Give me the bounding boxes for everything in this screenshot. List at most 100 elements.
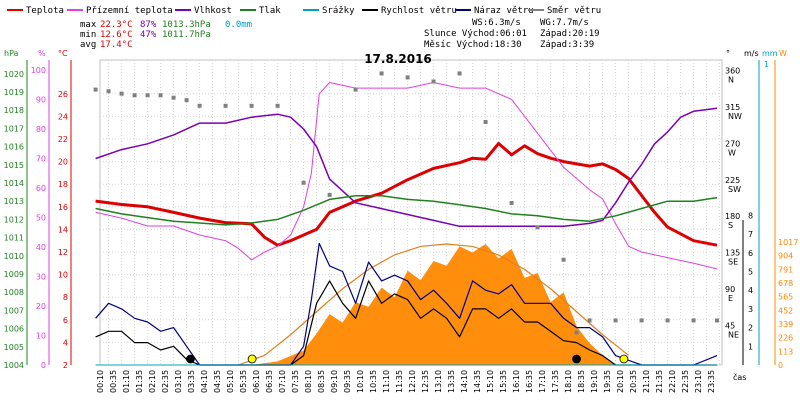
wind-direction-point [574, 330, 579, 335]
x-tick: 22:10 [668, 370, 677, 393]
ms-tick: 3 [748, 305, 753, 314]
temp-tick: 22 [58, 135, 68, 144]
wind-direction-point [639, 318, 644, 323]
x-tick: 21:10 [642, 370, 651, 393]
wind-direction-point [275, 103, 280, 108]
hpa-tick: 1004 [4, 361, 24, 370]
x-tick: 23:10 [694, 370, 703, 393]
wind-direction-point [301, 180, 306, 185]
x-tick: 19:35 [603, 370, 612, 393]
wind-direction-point [93, 87, 98, 92]
wind-direction-point [405, 75, 410, 80]
wind-direction-point [431, 79, 436, 84]
x-tick: 17:35 [551, 370, 560, 393]
dir-tick: 315 [725, 103, 740, 112]
wm2-tick: 565 [778, 293, 793, 302]
pct-tick: 50 [36, 214, 46, 223]
stats-min-label: min [80, 30, 96, 40]
pct-tick: 80 [36, 125, 46, 134]
x-tick: 23:35 [707, 370, 716, 393]
temp-tick: 16 [58, 203, 68, 212]
wm2-tick: 339 [778, 320, 793, 329]
pct-tick: 70 [36, 155, 46, 164]
dir-tick-letter: SW [728, 185, 741, 194]
x-tick: 04:10 [200, 370, 209, 393]
wm2-tick: 113 [778, 347, 793, 356]
temp-tick: 26 [58, 90, 68, 99]
legend-label: Teplota [26, 6, 64, 16]
pct-tick: 30 [36, 273, 46, 282]
x-tick: 09:35 [343, 370, 352, 393]
ms-tick: 4 [748, 286, 753, 295]
temp-tick: 2 [63, 361, 68, 370]
legend-label: Směr větru [547, 6, 601, 16]
x-tick: 06:35 [265, 370, 274, 393]
dir-tick: 90 [725, 285, 735, 294]
series-line [95, 194, 718, 226]
ms-tick: 7 [748, 230, 753, 239]
x-tick: 17:10 [538, 370, 547, 393]
mm-tick: 1 [764, 60, 769, 69]
dir-tick: 180 [725, 212, 740, 221]
stats-max-press: 1013.3hPa [162, 20, 211, 30]
hpa-tick: 1011 [4, 234, 24, 243]
stats-min-press: 1011.7hPa [162, 30, 211, 40]
ms-tick: 6 [748, 249, 753, 258]
x-tick: 03:10 [174, 370, 183, 393]
wind-direction-point [327, 192, 332, 197]
temp-tick: 8 [63, 293, 68, 302]
legend-label: Náraz větru [474, 6, 534, 16]
legend-label: Tlak [259, 6, 281, 16]
hpa-tick: 1013 [4, 197, 24, 206]
pct-tick: 60 [36, 184, 46, 193]
hpa-tick: 1016 [4, 143, 24, 152]
x-tick: 01:35 [135, 370, 144, 393]
axis-unit-pct: % [38, 49, 46, 58]
x-tick: 06:10 [252, 370, 261, 393]
x-tick: 05:35 [239, 370, 248, 393]
solar-max-curve [238, 243, 629, 366]
legend-label: Přízemní teplota [86, 6, 173, 16]
x-tick: 00:35 [109, 370, 118, 393]
x-tick: 10:35 [369, 370, 378, 393]
wind-direction-point [145, 93, 150, 98]
pct-tick: 40 [36, 243, 46, 252]
x-tick: 02:35 [161, 370, 170, 393]
x-tick: 00:10 [96, 370, 105, 393]
x-tick: 19:10 [590, 370, 599, 393]
temp-tick: 10 [58, 271, 68, 280]
x-tick: 14:35 [473, 370, 482, 393]
stats-min-temp: 12.6°C [100, 30, 133, 40]
sun-marker [247, 354, 257, 364]
series-line [95, 280, 717, 366]
wind-direction-point [483, 120, 488, 124]
axis-unit-time: čas [733, 372, 746, 382]
temp-tick: 12 [58, 248, 68, 257]
x-tick: 11:35 [395, 370, 404, 393]
hpa-tick: 1009 [4, 270, 24, 279]
wind-direction-point [132, 93, 137, 98]
x-tick: 13:35 [447, 370, 456, 393]
info-moon-rise: Měsíc Východ:18:30 [424, 40, 522, 50]
x-tick: 14:10 [460, 370, 469, 393]
wind-direction-point [561, 257, 566, 262]
wind-direction-point [379, 71, 384, 76]
temp-tick: 6 [63, 316, 68, 325]
dir-tick-letter: SE [728, 258, 738, 267]
wind-direction-point [587, 318, 592, 323]
x-tick: 12:10 [408, 370, 417, 393]
axis-unit-degc: °C [58, 49, 68, 58]
legend-label: Rychlost větru [381, 6, 457, 16]
x-tick: 20:35 [629, 370, 638, 393]
temp-tick: 18 [58, 180, 68, 189]
axis-unit-mm: mm [762, 49, 778, 58]
stats-max-hum: 87% [140, 20, 157, 30]
dir-tick-letter: E [728, 294, 733, 303]
dir-tick-letter: S [728, 221, 733, 230]
x-tick: 20:10 [616, 370, 625, 393]
hpa-tick: 1012 [4, 215, 24, 224]
wind-direction-point [184, 98, 189, 103]
series-line [95, 242, 718, 366]
x-tick: 21:35 [655, 370, 664, 393]
hpa-tick: 1019 [4, 88, 24, 97]
